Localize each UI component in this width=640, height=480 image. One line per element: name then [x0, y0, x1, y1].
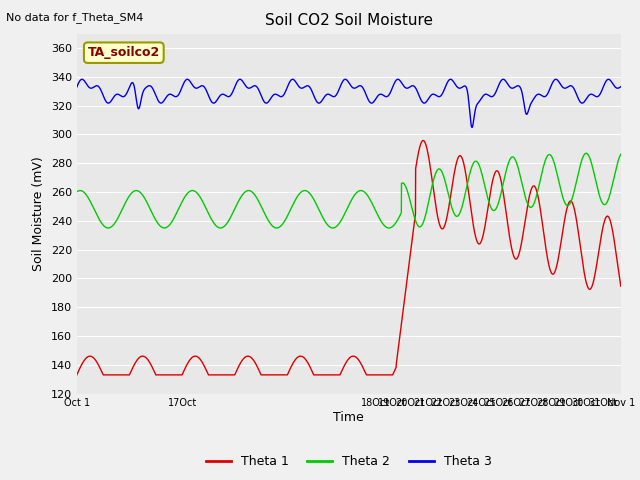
- Legend: Theta 1, Theta 2, Theta 3: Theta 1, Theta 2, Theta 3: [201, 450, 497, 473]
- X-axis label: Time: Time: [333, 411, 364, 424]
- Text: No data for f_Theta_SM4: No data for f_Theta_SM4: [6, 12, 144, 23]
- Text: TA_soilco2: TA_soilco2: [88, 46, 160, 59]
- Title: Soil CO2 Soil Moisture: Soil CO2 Soil Moisture: [265, 13, 433, 28]
- Y-axis label: Soil Moisture (mV): Soil Moisture (mV): [32, 156, 45, 271]
